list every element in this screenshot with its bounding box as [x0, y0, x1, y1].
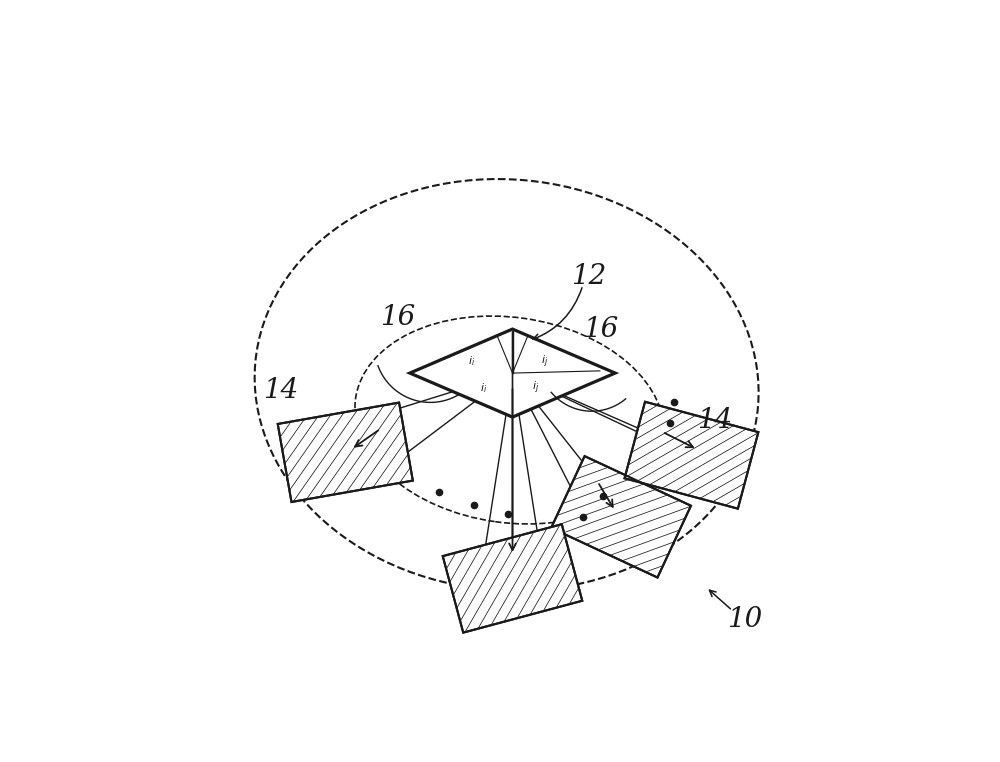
- Polygon shape: [278, 402, 413, 502]
- Text: 10: 10: [727, 606, 762, 633]
- Polygon shape: [410, 329, 615, 417]
- Text: 14: 14: [697, 406, 733, 434]
- Text: 16: 16: [583, 315, 618, 343]
- Polygon shape: [443, 524, 582, 632]
- Polygon shape: [551, 456, 691, 578]
- Text: $i_j$: $i_j$: [532, 379, 540, 396]
- Polygon shape: [625, 402, 758, 509]
- Text: 12: 12: [571, 263, 606, 290]
- Text: 16: 16: [380, 304, 416, 331]
- Text: $i_i$: $i_i$: [468, 354, 475, 368]
- Text: $i_i$: $i_i$: [480, 381, 487, 395]
- Text: 14: 14: [263, 377, 298, 404]
- Text: $i_j$: $i_j$: [541, 353, 548, 370]
